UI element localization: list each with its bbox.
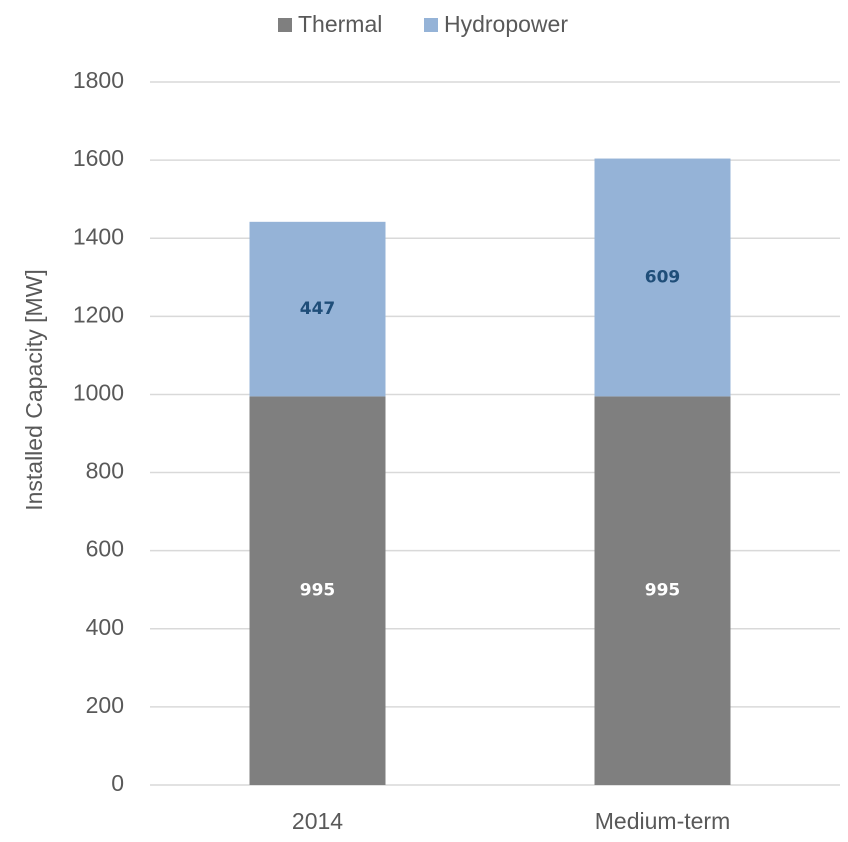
bar-segment: [249, 221, 386, 397]
data-label: 609: [645, 267, 681, 287]
legend-swatch: [424, 18, 438, 32]
y-tick-label: 1600: [73, 145, 124, 171]
y-tick-label: 200: [86, 692, 124, 718]
bar-segment: [249, 396, 386, 785]
y-axis-label: Installed Capacity [MW]: [21, 269, 47, 511]
y-tick-label: 600: [86, 536, 124, 562]
data-label: 995: [300, 581, 336, 601]
y-tick-label: 800: [86, 458, 124, 484]
legend-label: Thermal: [298, 11, 382, 37]
y-tick-label: 0: [111, 770, 124, 796]
y-tick-label: 1000: [73, 380, 124, 406]
x-tick-label: Medium-term: [595, 808, 730, 834]
legend-swatch: [278, 18, 292, 32]
y-tick-label: 400: [86, 614, 124, 640]
x-tick-label: 2014: [292, 808, 343, 834]
legend-label: Hydropower: [444, 11, 568, 37]
y-tick-label: 1200: [73, 301, 124, 327]
y-tick-label: 1800: [73, 67, 124, 93]
bar-segment: [594, 158, 731, 397]
data-label: 447: [300, 299, 336, 319]
bar-segment: [594, 396, 731, 785]
data-label: 995: [645, 581, 681, 601]
y-tick-label: 1400: [73, 223, 124, 249]
